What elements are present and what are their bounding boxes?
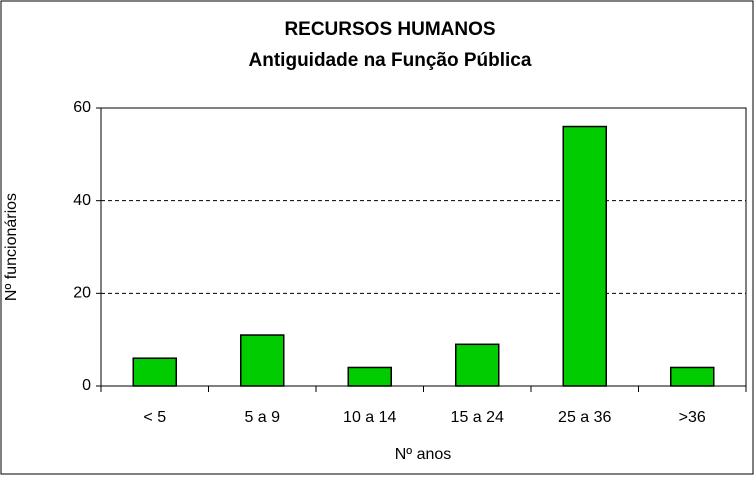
y-tick-label: 0 [82, 377, 91, 394]
chart-title: RECURSOS HUMANOS [284, 19, 495, 40]
bar [347, 366, 392, 387]
y-tick-label: 20 [73, 285, 91, 302]
x-axis-label: Nº anos [395, 446, 452, 463]
bar [132, 357, 177, 387]
y-axis-label: Nº funcionários [3, 193, 20, 301]
bar [240, 334, 285, 387]
x-tick-label: >36 [679, 409, 706, 426]
bar [670, 366, 715, 387]
bar [562, 125, 607, 387]
x-tick-label: 10 a 14 [343, 409, 396, 426]
x-tick-label: 25 a 36 [558, 409, 611, 426]
x-tick-label: 5 a 9 [244, 409, 280, 426]
y-tick-label: 40 [73, 192, 91, 209]
x-tick-label: 15 a 24 [451, 409, 504, 426]
y-tick-label: 60 [73, 99, 91, 116]
chart-subtitle: Antiguidade na Função Pública [249, 50, 532, 71]
x-tick-label: < 5 [143, 409, 166, 426]
bar [455, 343, 500, 387]
